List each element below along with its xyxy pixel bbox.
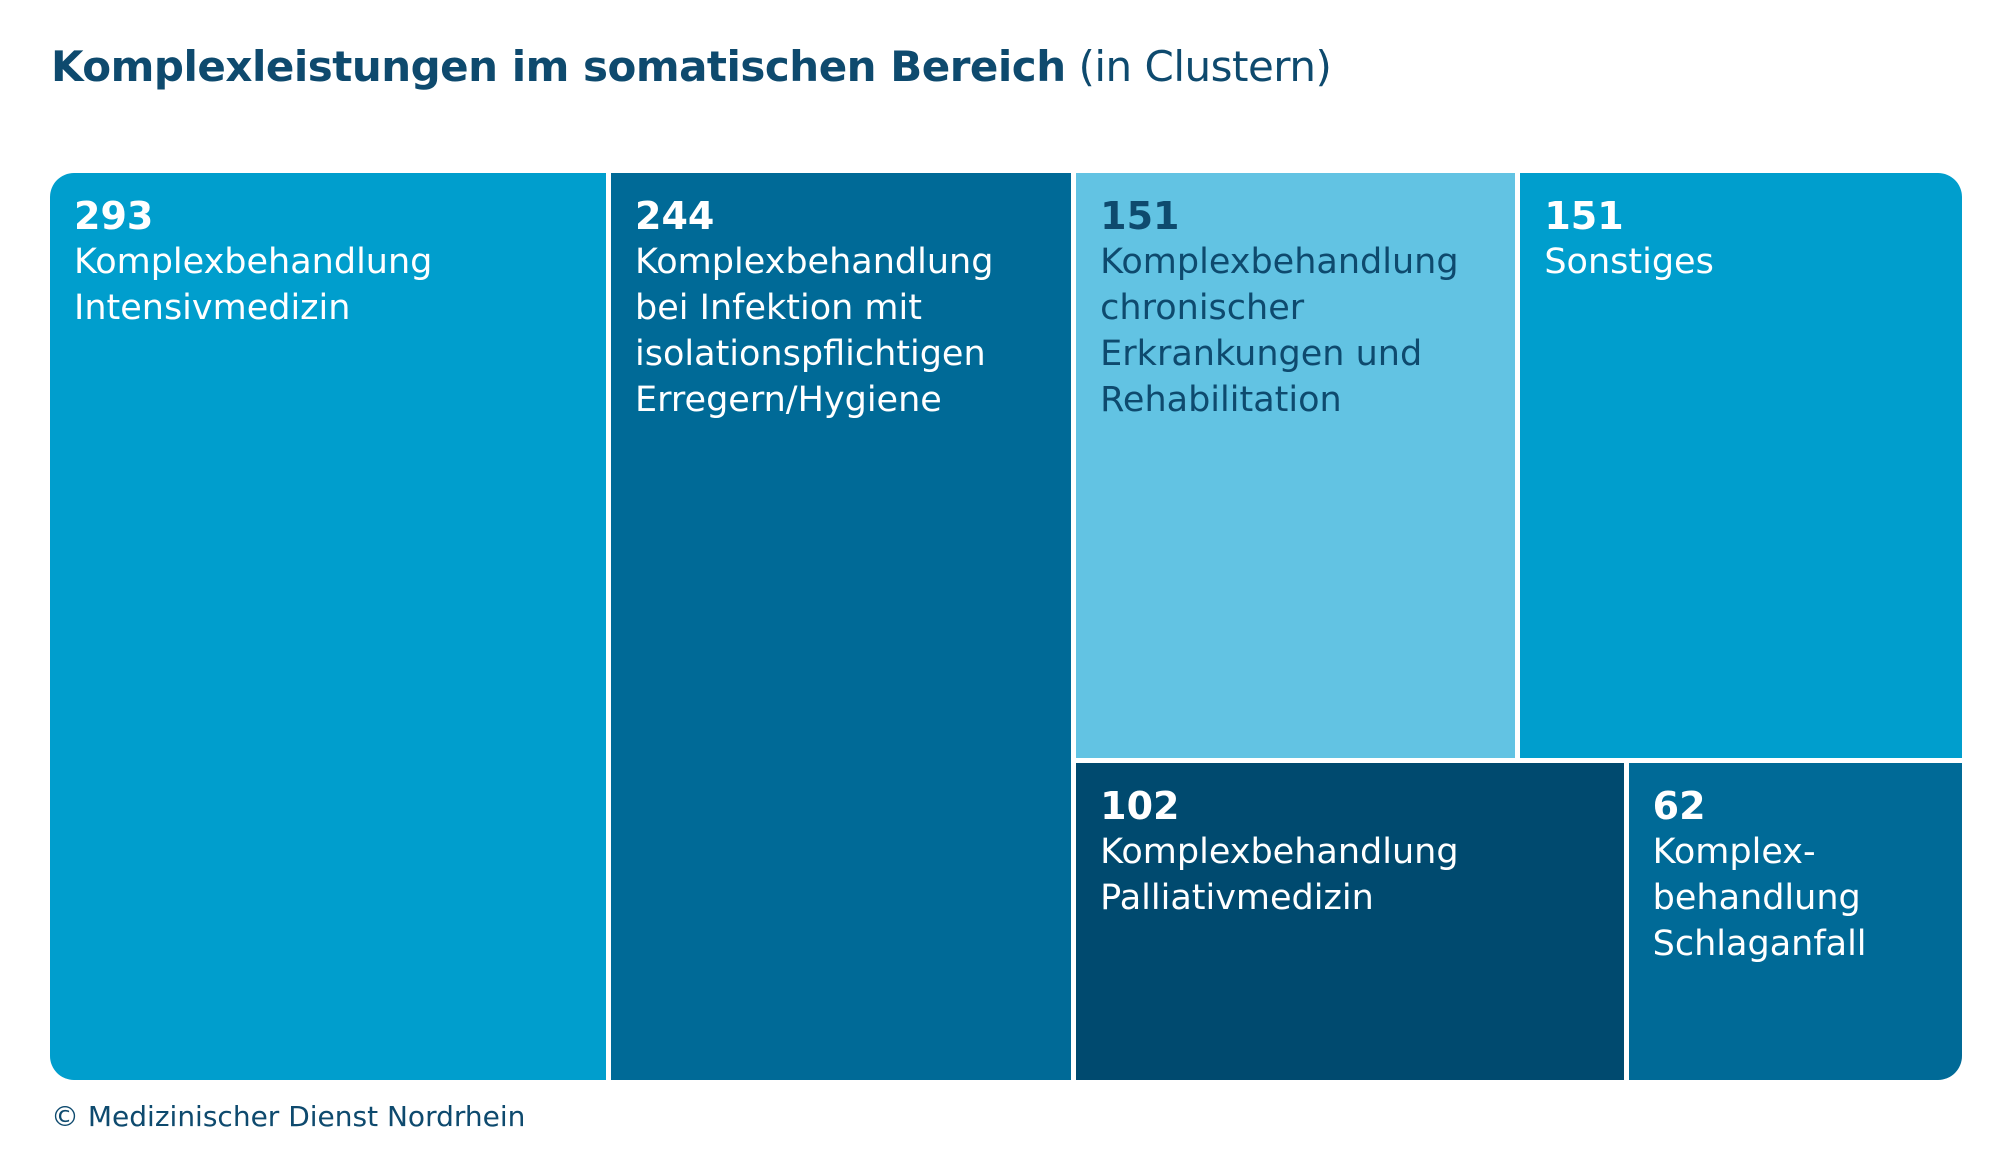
copyright-footer: © Medizinischer Dienst Nordrhein	[51, 1100, 526, 1133]
treemap-tile: 293 Komplexbehandlung Intensivmedizin	[50, 173, 607, 1080]
tile-value: 293	[74, 194, 154, 238]
treemap-tile: 151 Komplexbehandlung chronischer Erkrank…	[1076, 173, 1516, 759]
treemap-tile: 102 Komplexbehandlung Palliativmedizin	[1076, 763, 1624, 1080]
chart-title: Komplexleistungen im somatischen Bereich…	[51, 42, 1332, 91]
tile-value: 244	[635, 194, 715, 238]
tile-label: Komplexbehandlung Palliativmedizin	[1100, 832, 1459, 919]
chart-title-main: Komplexleistungen im somatischen Bereich	[51, 42, 1066, 91]
tile-value: 151	[1100, 194, 1180, 238]
tile-label: Komplexbehandlung bei Infektion mit isol…	[635, 242, 994, 420]
treemap-tile: 151 Sonstiges	[1520, 173, 1962, 759]
tile-label: Komplex- behandlung Schlaganfall	[1652, 832, 1867, 965]
tile-label: Komplexbehandlung Intensivmedizin	[74, 242, 433, 328]
tile-label: Sonstiges	[1544, 242, 1714, 282]
tile-value: 151	[1544, 194, 1624, 238]
treemap-tile: 244 Komplexbehandlung bei Infektion mit i…	[611, 173, 1072, 1080]
treemap: 293 Komplexbehandlung Intensivmedizin 244 K…	[50, 173, 1962, 1080]
tile-value: 62	[1652, 784, 1706, 829]
tile-value: 102	[1100, 784, 1180, 829]
chart-title-suffix: (in Clustern)	[1078, 42, 1332, 91]
treemap-tile: 62 Komplex- behandlung Schlaganfall	[1628, 763, 1962, 1080]
tile-label: Komplexbehandlung chronischer Erkrankung…	[1100, 242, 1459, 420]
